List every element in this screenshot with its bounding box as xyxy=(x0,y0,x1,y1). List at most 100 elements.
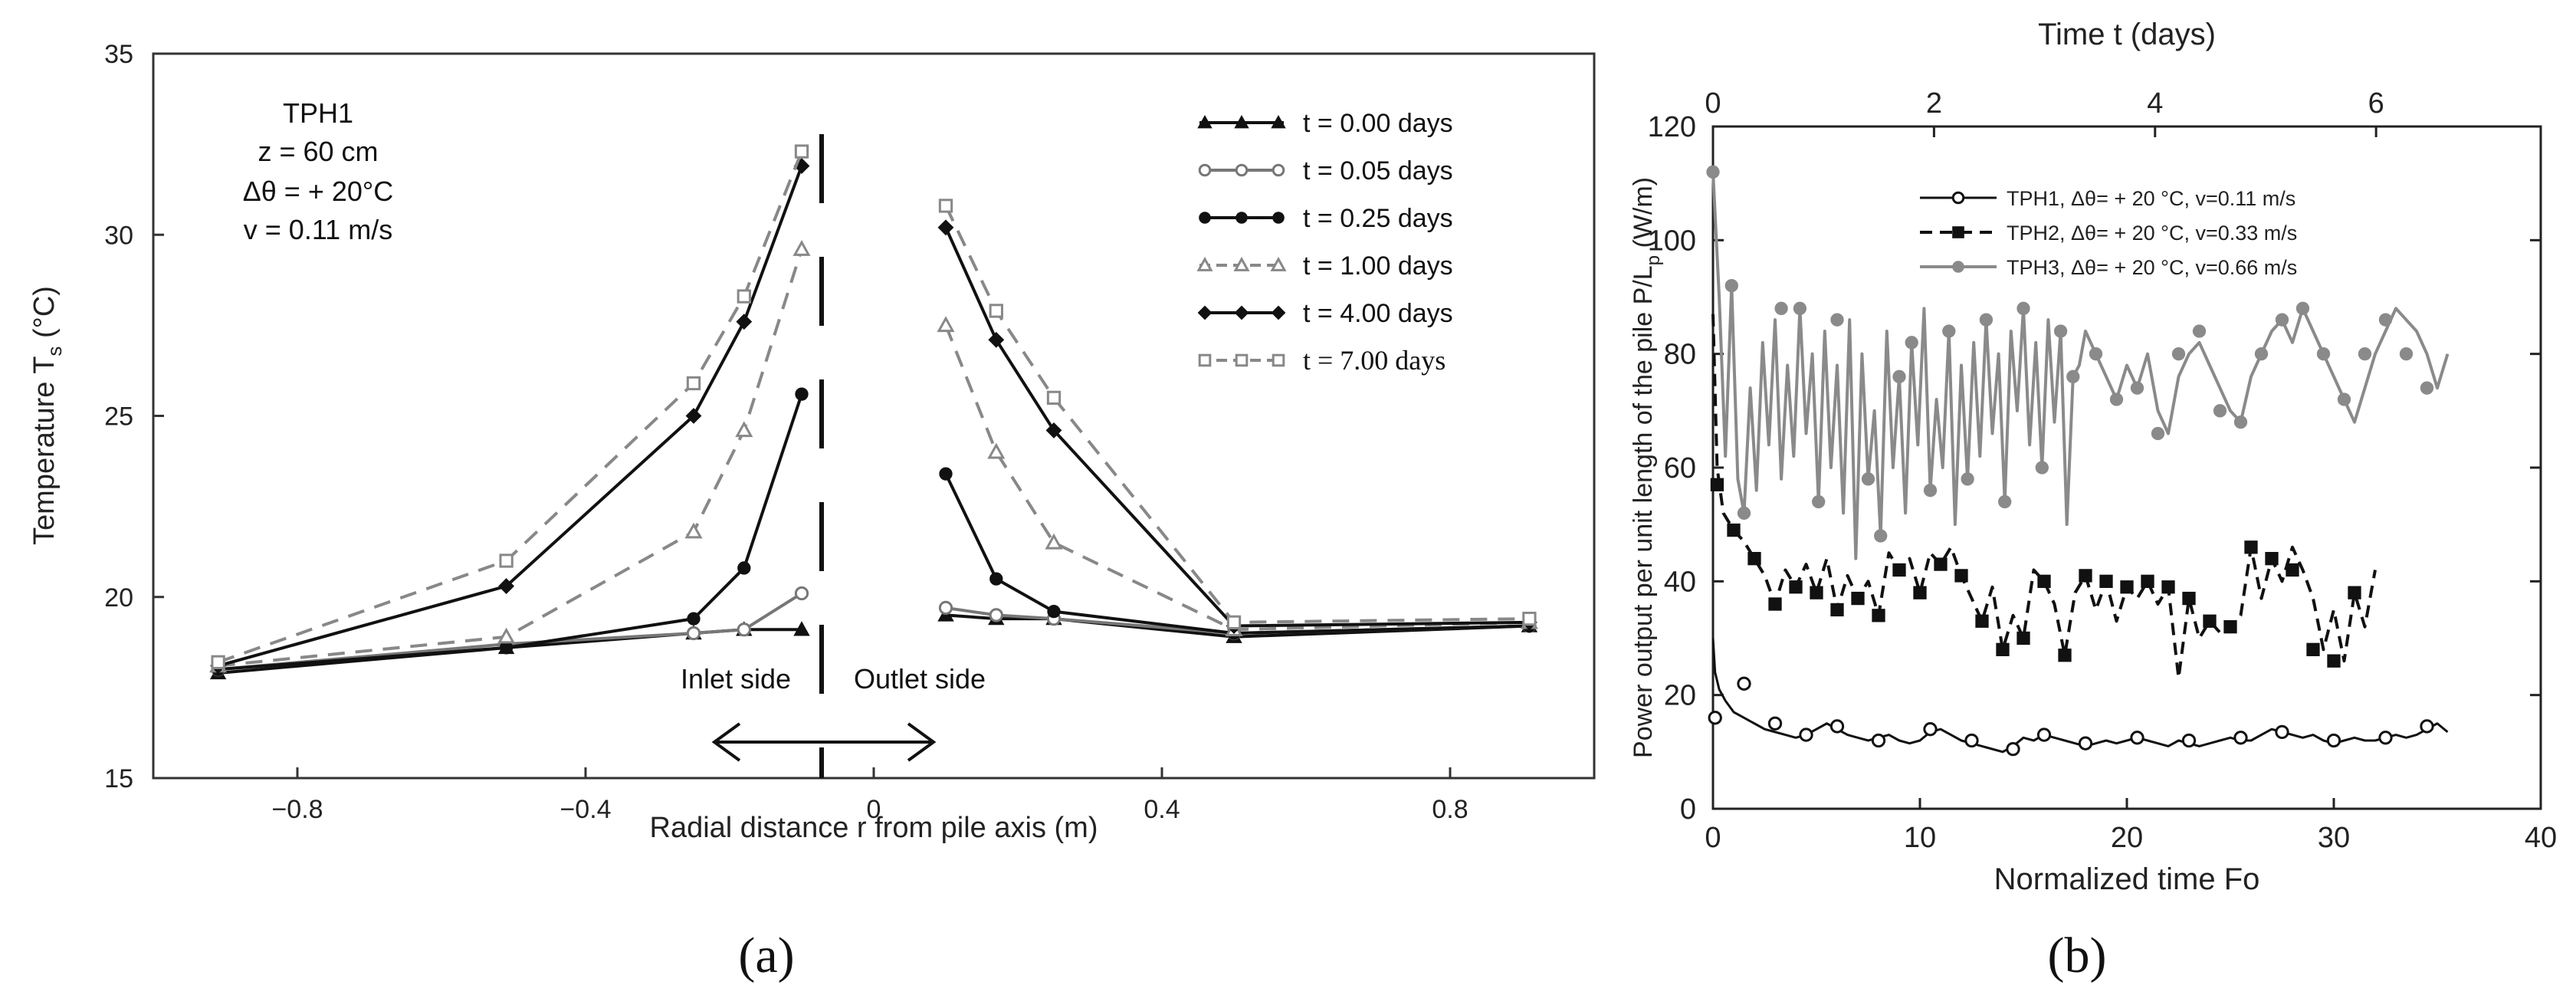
data-point xyxy=(1851,591,1865,606)
data-point xyxy=(2275,724,2289,740)
data-point xyxy=(1774,301,1788,315)
data-point xyxy=(687,612,701,626)
y-tick-label: 100 xyxy=(1648,225,1696,257)
data-point xyxy=(2181,733,2197,748)
data-point xyxy=(1892,563,1906,577)
y-tick-label: 60 xyxy=(1664,452,1696,484)
data-point xyxy=(2066,369,2080,383)
data-point xyxy=(2203,614,2217,628)
data-point xyxy=(1830,603,1844,617)
annotation-line-2: z = 60 cm xyxy=(258,136,378,167)
data-point xyxy=(2295,301,2310,315)
series-line-outlet xyxy=(944,226,1530,628)
data-point xyxy=(1046,390,1062,406)
arrow-head-left xyxy=(711,722,741,762)
x-tick-label: 40 xyxy=(2525,822,2557,854)
panel-a-legend: t = 0.00 days t = 0.05 days t = 0.25 days t… xyxy=(1196,109,1453,376)
data-point xyxy=(2099,574,2113,588)
legend-marker xyxy=(1952,226,1964,238)
legend-entry: t = 4.00 days xyxy=(1303,299,1453,328)
data-point xyxy=(684,522,703,539)
data-point xyxy=(1830,313,1844,327)
legend-marker xyxy=(1233,256,1250,271)
panel-a-annotation: TPH1 z = 60 cm Δθ = + 20°C v = 0.11 m/s xyxy=(243,97,394,245)
data-point xyxy=(499,553,514,568)
legend-marker xyxy=(1197,305,1213,320)
legend-marker xyxy=(1235,163,1249,177)
legend-entry: TPH2, Δθ= + 20 °C, v=0.33 m/s xyxy=(2007,222,2297,245)
legend-marker xyxy=(1951,191,1965,205)
inlet-side-label: Inlet side xyxy=(681,663,791,695)
x-tick-label: −0.4 xyxy=(560,795,611,824)
data-point xyxy=(2079,569,2092,583)
data-point xyxy=(2161,580,2175,594)
y-tick-label: 25 xyxy=(104,402,133,432)
data-point xyxy=(2130,731,2144,745)
data-point xyxy=(735,421,753,438)
data-point xyxy=(686,626,701,641)
data-point xyxy=(938,600,953,616)
data-point xyxy=(2036,727,2052,742)
data-point xyxy=(736,314,753,330)
data-point xyxy=(2053,324,2068,338)
data-point xyxy=(795,387,809,401)
data-point xyxy=(2306,642,2320,656)
legend-marker xyxy=(1196,256,1213,271)
legend-marker xyxy=(1197,114,1213,129)
data-point xyxy=(1934,557,1948,571)
data-point xyxy=(2089,347,2103,361)
panel-a-label: (a) xyxy=(738,928,794,984)
data-point xyxy=(1727,523,1741,537)
y-tick-label: 20 xyxy=(104,583,133,613)
annotation-line-3: Δθ = + 20°C xyxy=(243,176,394,207)
y-tick-label: 40 xyxy=(1664,566,1696,598)
series-line-inlet xyxy=(218,393,803,672)
data-point xyxy=(2035,461,2049,475)
y-tick-label: 35 xyxy=(104,40,133,69)
data-point xyxy=(989,608,1003,622)
x-tick-label: 0 xyxy=(867,795,881,824)
x-tick-label: 0 xyxy=(1705,822,1721,854)
x-tick-label: 0.8 xyxy=(1432,795,1468,824)
data-point xyxy=(2378,731,2393,745)
legend-marker xyxy=(1234,305,1249,320)
data-point xyxy=(686,376,701,391)
y-tick-label: 0 xyxy=(1680,793,1696,826)
y-tick-label: 80 xyxy=(1664,339,1696,371)
data-point xyxy=(1871,733,1886,748)
legend-marker xyxy=(1272,353,1285,367)
y-tick-label: 30 xyxy=(104,221,133,250)
legend-marker xyxy=(1272,163,1285,177)
panel-b-y-axis-label: Power output per unit length of the pile… xyxy=(1629,177,1664,758)
data-point xyxy=(2016,301,2030,315)
panel-b-x-axis-label: Normalized time Fo xyxy=(1994,862,2260,896)
data-point xyxy=(1737,506,1751,520)
data-point xyxy=(2233,731,2248,745)
data-point xyxy=(2265,552,2279,566)
data-point xyxy=(1923,484,1938,498)
panel-b-label: (b) xyxy=(2048,928,2107,984)
data-point xyxy=(498,578,515,594)
data-point xyxy=(1954,569,1968,583)
data-point xyxy=(2275,313,2289,327)
series-line-outlet xyxy=(944,473,1530,635)
data-point xyxy=(1892,369,1906,383)
data-point xyxy=(1045,422,1062,438)
data-point xyxy=(1045,533,1063,550)
data-point xyxy=(499,641,514,655)
data-point xyxy=(2420,719,2434,734)
legend-entry: t = 1.00 days xyxy=(1303,251,1453,281)
annotation-line-4: v = 0.11 m/s xyxy=(244,214,392,245)
legend-entry: t = 0.25 days xyxy=(1303,204,1453,233)
data-point xyxy=(2399,347,2414,361)
data-point xyxy=(211,655,225,669)
data-point xyxy=(1942,324,1956,338)
series-line-outlet xyxy=(944,324,1530,632)
x-tick-label: 20 xyxy=(2111,822,2143,854)
data-point xyxy=(2286,563,2299,577)
data-point xyxy=(1874,529,1888,543)
legend-marker xyxy=(1198,353,1212,367)
panel-b-legend: TPH1, Δθ= + 20 °C, v=0.11 m/s TPH2, Δθ= +… xyxy=(1920,187,2297,279)
data-point xyxy=(2171,347,2186,361)
